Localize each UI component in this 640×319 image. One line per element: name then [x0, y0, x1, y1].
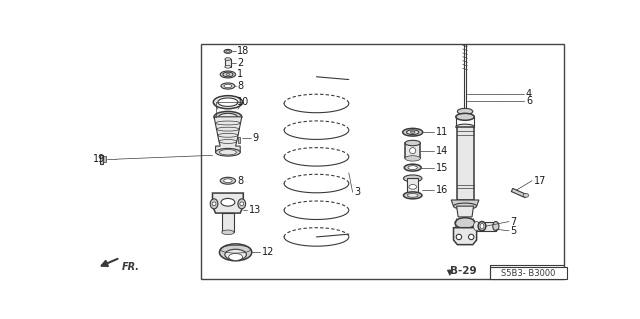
Ellipse shape [210, 199, 218, 209]
Text: 8: 8 [237, 81, 243, 91]
Ellipse shape [404, 164, 421, 171]
Bar [221, 213, 234, 232]
Ellipse shape [219, 113, 237, 120]
Bar [100, 154, 103, 164]
Ellipse shape [218, 98, 238, 107]
Ellipse shape [410, 148, 416, 154]
Text: 1: 1 [237, 70, 243, 79]
Ellipse shape [221, 230, 234, 235]
Ellipse shape [214, 111, 242, 122]
Bar [225, 59, 231, 67]
Text: 9: 9 [253, 133, 259, 143]
Text: FR.: FR. [122, 262, 140, 272]
Ellipse shape [454, 203, 477, 209]
Ellipse shape [456, 113, 474, 120]
Ellipse shape [474, 221, 480, 231]
Text: 18: 18 [237, 46, 250, 56]
Ellipse shape [225, 65, 231, 68]
Ellipse shape [403, 128, 422, 136]
Text: 7: 7 [511, 217, 516, 226]
Text: 16: 16 [436, 185, 448, 195]
Ellipse shape [224, 49, 232, 53]
Text: 2: 2 [237, 58, 243, 68]
Ellipse shape [493, 221, 499, 231]
Ellipse shape [407, 193, 418, 197]
Ellipse shape [455, 218, 475, 228]
Polygon shape [212, 193, 243, 213]
Polygon shape [454, 228, 477, 245]
Ellipse shape [410, 131, 415, 133]
Ellipse shape [223, 72, 233, 77]
Text: B-29: B-29 [450, 266, 476, 276]
Ellipse shape [468, 234, 474, 240]
Bar [477, 221, 496, 231]
Ellipse shape [238, 199, 246, 209]
Text: 6: 6 [526, 96, 532, 107]
Text: 17: 17 [534, 176, 546, 186]
Ellipse shape [225, 58, 231, 60]
Text: 11: 11 [436, 127, 448, 137]
Ellipse shape [221, 83, 235, 89]
Ellipse shape [456, 234, 461, 240]
Ellipse shape [220, 244, 252, 261]
Ellipse shape [408, 166, 417, 170]
Polygon shape [451, 200, 479, 206]
Bar [103, 156, 106, 162]
Text: 10: 10 [237, 97, 250, 107]
Bar [490, 267, 566, 278]
Polygon shape [214, 117, 242, 152]
Ellipse shape [409, 185, 417, 189]
Ellipse shape [225, 249, 246, 260]
Text: S5B3- B3000: S5B3- B3000 [501, 269, 556, 278]
Ellipse shape [212, 202, 216, 206]
Ellipse shape [458, 108, 473, 115]
Ellipse shape [226, 73, 230, 75]
Ellipse shape [405, 156, 420, 161]
Ellipse shape [221, 198, 235, 206]
Ellipse shape [456, 124, 474, 130]
Text: 13: 13 [249, 205, 261, 215]
Polygon shape [511, 189, 527, 198]
Ellipse shape [405, 140, 420, 146]
Ellipse shape [220, 177, 236, 184]
Bar [201, 44, 564, 278]
Ellipse shape [216, 148, 240, 156]
Ellipse shape [226, 50, 230, 52]
Text: 3: 3 [354, 187, 360, 197]
Text: 19: 19 [93, 154, 106, 164]
Ellipse shape [220, 150, 236, 155]
Text: 5: 5 [511, 226, 516, 236]
Bar [405, 143, 420, 159]
Ellipse shape [480, 224, 484, 229]
Bar [456, 127, 474, 200]
Text: 4: 4 [526, 89, 532, 99]
Bar [407, 178, 418, 195]
Text: 8: 8 [237, 176, 243, 186]
Ellipse shape [406, 130, 419, 135]
Ellipse shape [228, 254, 243, 260]
Bar [238, 137, 240, 143]
Ellipse shape [220, 71, 236, 78]
Ellipse shape [478, 221, 486, 231]
Ellipse shape [403, 175, 422, 182]
Ellipse shape [223, 179, 232, 183]
Polygon shape [456, 206, 474, 217]
Ellipse shape [523, 193, 529, 197]
Text: 14: 14 [436, 146, 448, 156]
Text: 12: 12 [262, 247, 274, 257]
Ellipse shape [240, 202, 244, 206]
Ellipse shape [224, 84, 232, 88]
Ellipse shape [403, 192, 422, 199]
Ellipse shape [213, 96, 243, 109]
Text: 15: 15 [436, 163, 448, 173]
